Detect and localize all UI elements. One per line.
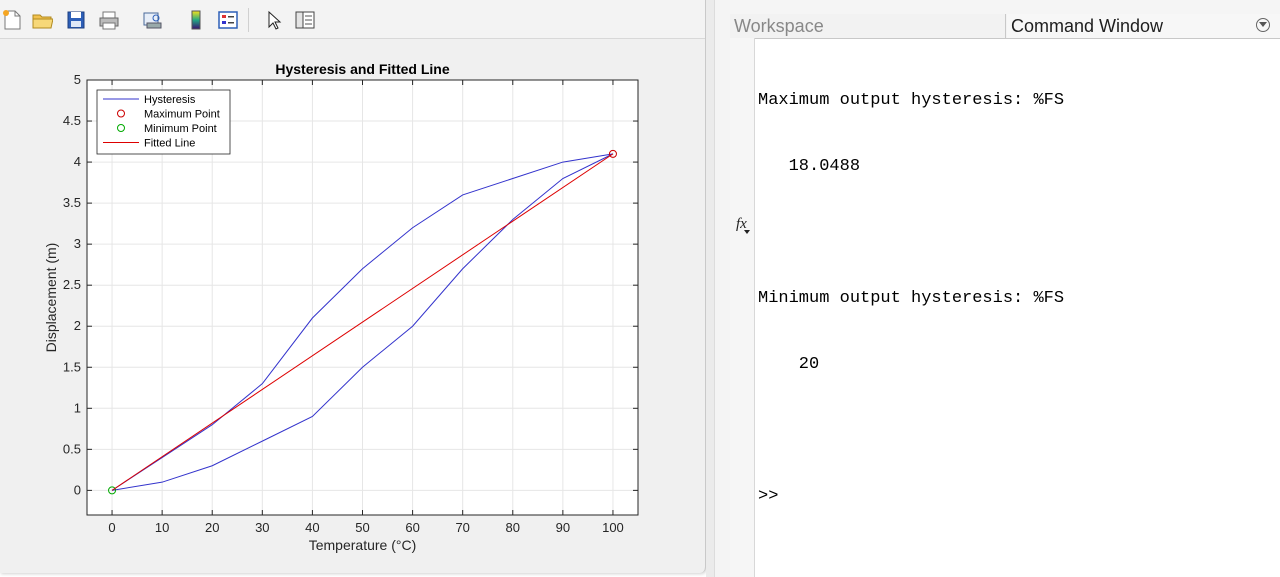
y-tick-label: 5 — [74, 72, 81, 87]
panel-tabbar: Workspace Command Window — [730, 14, 1280, 39]
legend-box[interactable] — [96, 89, 231, 155]
legend-swatch-marker — [117, 109, 125, 118]
save-icon[interactable] — [64, 8, 88, 32]
y-tick-label: 2.5 — [63, 277, 81, 292]
legend-swatch-marker — [117, 124, 125, 132]
panel-menu-button[interactable] — [1256, 18, 1270, 32]
y-tick-label: 4 — [74, 154, 81, 169]
series-line-hysteresis[interactable] — [111, 153, 614, 491]
colorbar-icon[interactable] — [184, 8, 208, 32]
window-divider — [706, 0, 731, 577]
y-tick-label: 0 — [74, 482, 81, 497]
print-preview-icon[interactable] — [140, 8, 164, 32]
command-line — [758, 222, 1064, 244]
tab-workspace[interactable]: Workspace — [730, 14, 1006, 38]
plot-area[interactable]: 0 10 20 30 40 50 60 70 80 90 100 0 0.5 1 1.5 2 2.5 3 3.5 4 4… — [0, 40, 705, 573]
x-tick-label: 60 — [405, 520, 419, 535]
figure-window: 0 10 20 30 40 50 60 70 80 90 100 0 0.5 1 1.5 2 2.5 3 3.5 4 4… — [0, 0, 706, 573]
series-line-fitted-line[interactable] — [111, 153, 614, 491]
legend-entry-label: Maximum Point — [144, 109, 220, 121]
panel-top-edge — [730, 0, 1280, 15]
resize-handle[interactable] — [706, 0, 715, 577]
legend-entry-label: Fitted Line — [144, 138, 195, 150]
legend-entry-label: Minimum Point — [144, 123, 217, 135]
chevron-down-icon — [1259, 22, 1267, 27]
command-line: 18.0488 — [758, 157, 861, 176]
print-icon[interactable] — [97, 8, 121, 32]
open-folder-icon[interactable] — [30, 8, 54, 32]
command-line: 20 — [758, 355, 820, 374]
property-editor-icon[interactable] — [293, 8, 317, 32]
y-tick-label: 3.5 — [63, 195, 81, 210]
x-tick-label: 80 — [506, 520, 520, 535]
y-tick-label: 1.5 — [63, 359, 81, 374]
marker-maximum-point[interactable] — [608, 149, 617, 158]
legend-icon[interactable] — [216, 8, 240, 32]
command-output[interactable]: Maximum output hysteresis: %FS 18.0488 M… — [758, 46, 1064, 552]
x-tick-label: 50 — [355, 520, 369, 535]
y-tick-label: 3 — [74, 236, 81, 251]
x-axis-label: Temperature (°C) — [309, 537, 417, 553]
y-tick-label: 0.5 — [63, 441, 81, 456]
y-tick-label: 2 — [74, 318, 81, 333]
figure-toolbar — [0, 0, 705, 39]
legend-entry-label: Hysteresis — [144, 94, 196, 106]
hysteresis-chart[interactable]: 0 10 20 30 40 50 60 70 80 90 100 0 0.5 1 1.5 2 2.5 3 3.5 4 4… — [0, 40, 705, 573]
matlab-command-panel: Workspace Command Window fx Maximum outp… — [730, 0, 1280, 577]
command-prompt[interactable]: >> — [758, 487, 779, 506]
new-file-icon[interactable] — [0, 8, 24, 32]
command-line: Minimum output hysteresis: %FS — [758, 289, 1065, 308]
pointer-icon[interactable] — [261, 8, 285, 32]
x-tick-label: 0 — [108, 520, 115, 535]
x-tick-label: 40 — [305, 520, 319, 535]
x-tick-label: 70 — [455, 520, 469, 535]
y-axis-label: Displacement (m) — [43, 243, 59, 353]
x-tick-label: 90 — [556, 520, 570, 535]
command-gutter: fx — [730, 38, 755, 577]
y-tick-label: 1 — [74, 400, 81, 415]
marker-minimum-point[interactable] — [108, 486, 117, 495]
command-line: Maximum output hysteresis: %FS — [758, 91, 1065, 110]
fx-caret-icon — [744, 230, 750, 234]
x-tick-label: 30 — [255, 520, 269, 535]
y-tick-label: 4.5 — [63, 113, 81, 128]
fx-icon[interactable]: fx — [736, 216, 747, 232]
x-tick-label: 20 — [205, 520, 219, 535]
tab-command-window[interactable]: Command Window — [1007, 14, 1280, 38]
x-tick-label: 100 — [602, 520, 624, 535]
command-line — [758, 420, 1064, 442]
x-tick-label: 10 — [155, 520, 169, 535]
chart-title: Hysteresis and Fitted Line — [275, 61, 449, 77]
